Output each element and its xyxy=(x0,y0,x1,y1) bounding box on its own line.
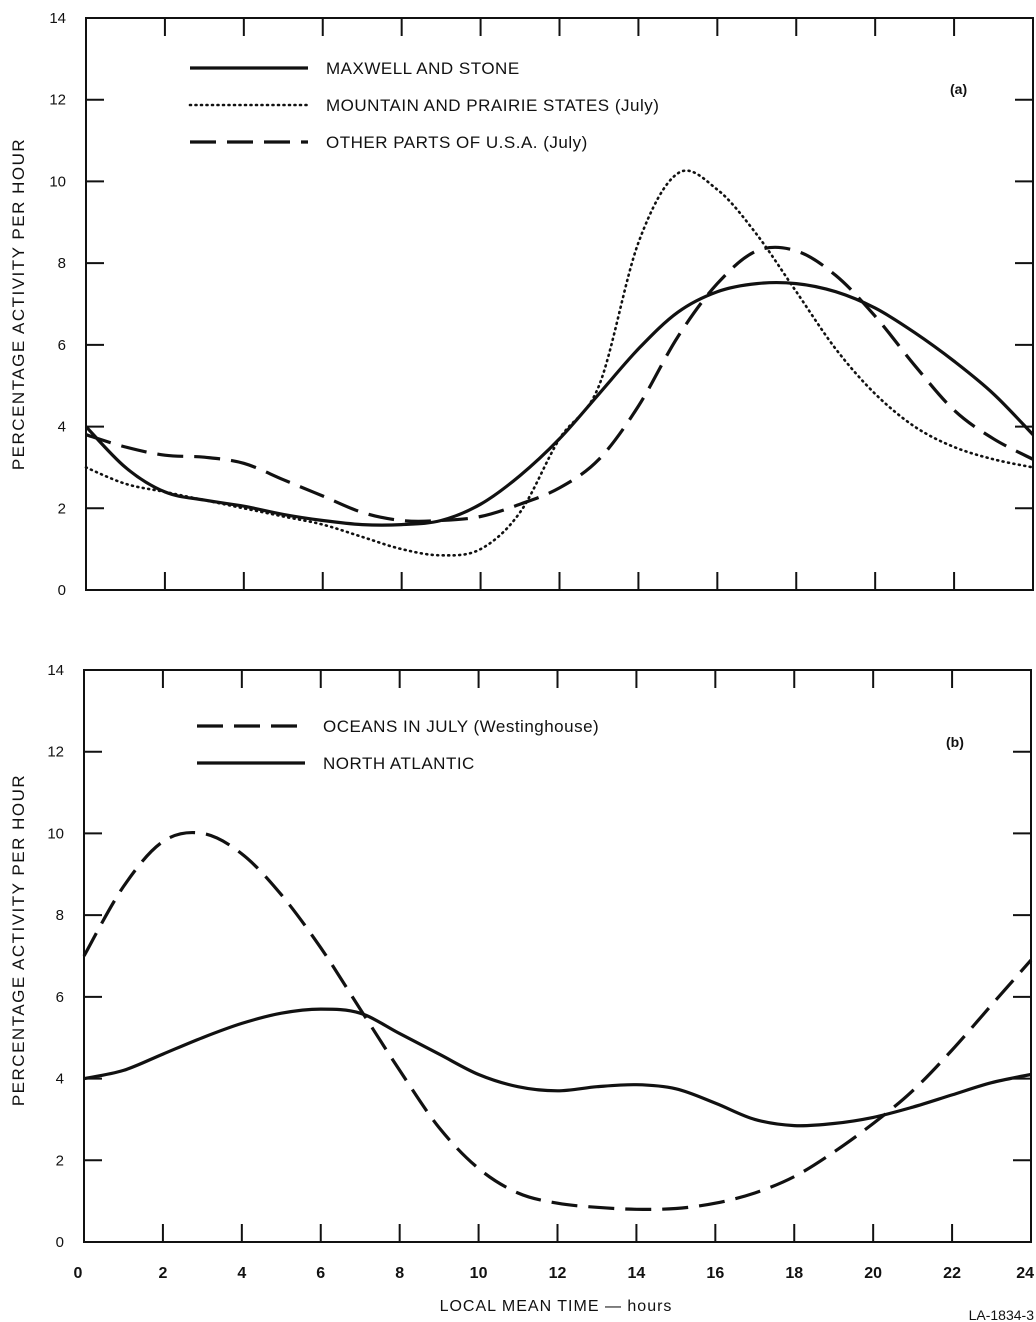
y-tick-label: 14 xyxy=(49,10,66,27)
y-tick-label: 14 xyxy=(47,662,64,679)
x-tick-label: 24 xyxy=(1016,1265,1034,1282)
y-tick-label: 12 xyxy=(47,744,64,761)
panel-label-a: (a) xyxy=(950,81,967,97)
y-tick-label: 4 xyxy=(58,419,66,436)
chart-panel-a: 0 2 4 6 8 10 12 14 MAXWELL AND STONE MOUNTAIN AN… xyxy=(9,10,1035,599)
y-tick-label: 6 xyxy=(58,337,66,354)
x-tick-label: 14 xyxy=(628,1265,646,1282)
y-tick-labels-a: 0 2 4 6 8 10 12 14 xyxy=(49,10,66,599)
x-tick-label: 2 xyxy=(158,1265,167,1282)
y-tick-label: 2 xyxy=(58,500,66,517)
x-tick-label: 6 xyxy=(316,1265,325,1282)
y-tick-label: 2 xyxy=(56,1152,64,1169)
legend-b: OCEANS IN JULY (Westinghouse) NORTH ATLAN… xyxy=(197,717,599,773)
x-tick-labels-b: 0 2 4 6 8 10 12 14 16 18 20 22 24 xyxy=(74,1265,1035,1282)
x-tick-label: 12 xyxy=(549,1265,567,1282)
x-tick-label: 16 xyxy=(706,1265,724,1282)
series-group-a xyxy=(84,169,1035,557)
ticks-b xyxy=(84,670,1031,1242)
y-axis-label-a: PERCENTAGE ACTIVITY PER HOUR xyxy=(9,138,28,470)
figure-id: LA-1834-3 xyxy=(969,1307,1035,1322)
legend-label: OTHER PARTS OF U.S.A. (July) xyxy=(326,133,588,152)
x-axis-label: LOCAL MEAN TIME — hours xyxy=(440,1298,673,1315)
legend-label: NORTH ATLANTIC xyxy=(323,754,475,773)
x-tick-label: 20 xyxy=(864,1265,882,1282)
x-tick-label: 4 xyxy=(237,1265,246,1282)
x-tick-label: 0 xyxy=(74,1265,83,1282)
legend-label: OCEANS IN JULY (Westinghouse) xyxy=(323,717,599,736)
x-tick-label: 10 xyxy=(470,1265,488,1282)
y-tick-label: 4 xyxy=(56,1071,64,1088)
panel-label-b: (b) xyxy=(946,734,964,750)
y-tick-label: 0 xyxy=(56,1234,64,1251)
y-tick-label: 10 xyxy=(47,825,64,842)
x-tick-label: 18 xyxy=(785,1265,803,1282)
legend-label: MAXWELL AND STONE xyxy=(326,59,520,78)
x-tick-label: 22 xyxy=(943,1265,961,1282)
y-tick-label: 6 xyxy=(56,989,64,1006)
ticks-a xyxy=(86,18,1033,590)
series-line-dashed xyxy=(85,245,1034,523)
y-tick-label: 12 xyxy=(49,92,66,109)
y-tick-label: 10 xyxy=(49,173,66,190)
x-tick-label: 8 xyxy=(395,1265,404,1282)
series-group-b xyxy=(82,830,1033,1211)
legend-label: MOUNTAIN AND PRAIRIE STATES (July) xyxy=(326,96,659,115)
plot-frame-b xyxy=(83,669,1032,1243)
series-line-dashed xyxy=(82,830,1033,1211)
y-tick-label: 0 xyxy=(58,582,66,599)
series-line-dotted xyxy=(84,169,1035,557)
legend-a: MAXWELL AND STONE MOUNTAIN AND PRAIRIE ST… xyxy=(188,59,659,152)
y-tick-label: 8 xyxy=(58,255,66,272)
y-axis-label-b: PERCENTAGE ACTIVITY PER HOUR xyxy=(9,774,28,1106)
y-tick-label: 8 xyxy=(56,907,64,924)
y-tick-labels-b: 0 2 4 6 8 10 12 14 xyxy=(47,662,64,1251)
series-line-solid xyxy=(83,1007,1032,1128)
